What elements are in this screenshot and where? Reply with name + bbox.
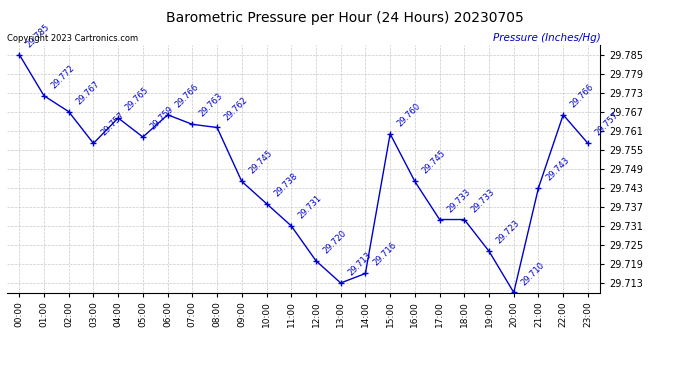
Text: Pressure (Inches/Hg): Pressure (Inches/Hg)	[493, 33, 600, 42]
Text: 29.767: 29.767	[75, 79, 101, 106]
Text: 29.716: 29.716	[371, 241, 398, 268]
Text: Copyright 2023 Cartronics.com: Copyright 2023 Cartronics.com	[7, 33, 138, 42]
Text: 29.713: 29.713	[346, 251, 373, 278]
Text: 29.723: 29.723	[495, 219, 522, 246]
Text: 29.731: 29.731	[297, 194, 324, 220]
Text: 29.720: 29.720	[322, 228, 348, 255]
Text: 29.763: 29.763	[198, 92, 225, 119]
Text: 29.745: 29.745	[247, 149, 274, 176]
Text: 29.745: 29.745	[420, 149, 447, 176]
Text: 29.772: 29.772	[50, 63, 77, 90]
Text: 29.765: 29.765	[124, 86, 150, 112]
Text: 29.743: 29.743	[544, 155, 571, 182]
Text: 29.710: 29.710	[520, 260, 546, 287]
Text: 29.738: 29.738	[272, 171, 299, 198]
Text: 29.733: 29.733	[445, 187, 472, 214]
Text: 29.757: 29.757	[593, 111, 620, 138]
Text: 29.762: 29.762	[223, 95, 250, 122]
Text: 29.766: 29.766	[173, 82, 200, 109]
Text: 29.766: 29.766	[569, 82, 595, 109]
Text: 29.733: 29.733	[470, 187, 497, 214]
Text: 29.760: 29.760	[395, 101, 423, 128]
Text: 29.785: 29.785	[25, 22, 52, 49]
Text: 29.757: 29.757	[99, 111, 126, 138]
Text: Barometric Pressure per Hour (24 Hours) 20230705: Barometric Pressure per Hour (24 Hours) …	[166, 11, 524, 25]
Text: 29.759: 29.759	[148, 105, 175, 132]
